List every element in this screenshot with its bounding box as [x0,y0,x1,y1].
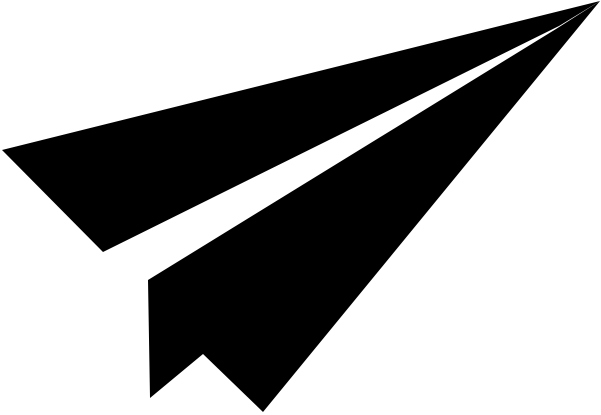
paper-plane-upper-wing [2,1,600,252]
paper-plane-body [148,1,600,412]
